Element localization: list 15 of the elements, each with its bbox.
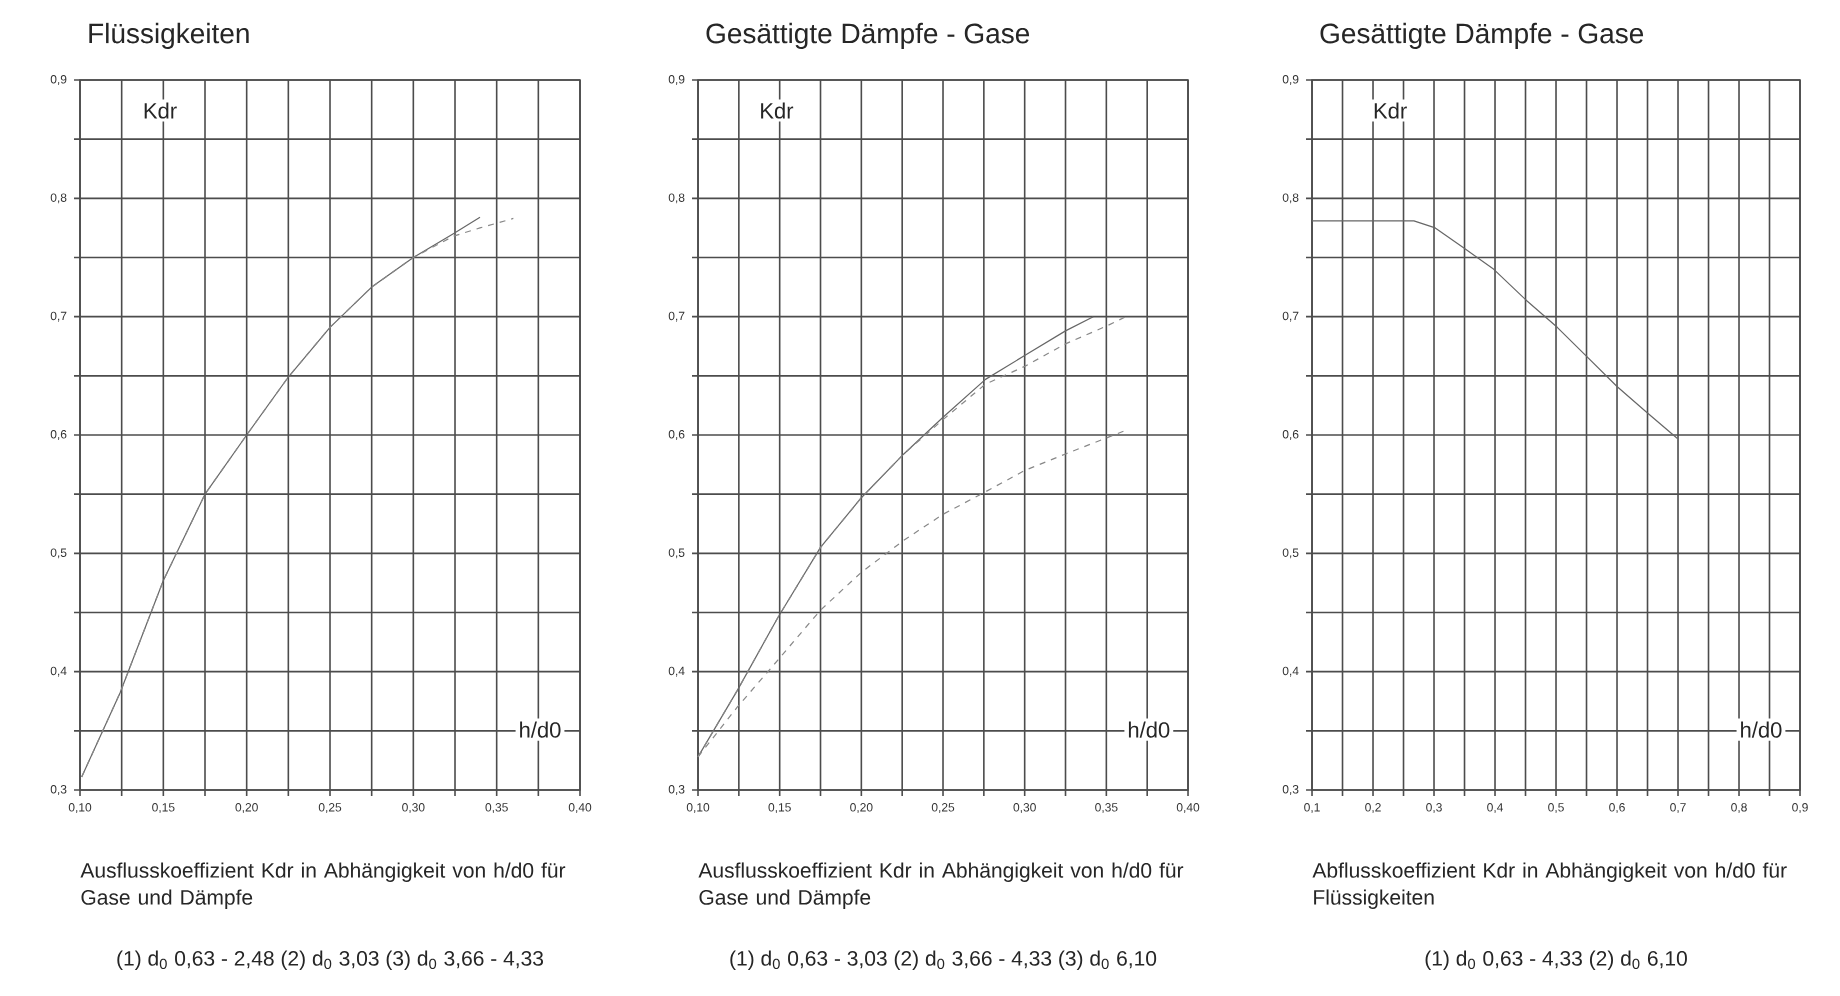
y-axis-title: Kdr xyxy=(1374,102,1407,119)
text: Abflusskoeffizient Kdr in Abhängigkeit von h/d0 für Flüssigkeiten xyxy=(1312,862,1787,909)
text: (1) d$_{0}$ 0,63 - 3,03 (2) d$_{0}$ 3,66 - 4,33 (3) d$_{0}$ 6,10 xyxy=(730,950,1157,970)
text: (1) d$_{0}$ 0,63 - 2,48 (2) d$_{0}$ 3,03 (3) d$_{0}$ 3,66 - 4,33 xyxy=(117,950,544,970)
text: Ausflusskoeffizient Kdr in Abhängigkeit von h/d0 für Gase und Dämpfe xyxy=(698,862,1184,909)
x-axis-title: h/d0 xyxy=(1741,721,1782,738)
text: Ausflusskoeffizient Kdr in Abhängigkeit von h/d0 für Gase und Dämpfe xyxy=(80,862,566,909)
y-axis-title: Kdr xyxy=(144,102,177,119)
x-axis-title: h/d0 xyxy=(1128,721,1170,738)
chart-title: Gesättigte Dämpfe - Gase xyxy=(1320,22,1644,49)
chart-title: Flüssigkeiten xyxy=(89,22,249,49)
text: (1) d$_{0}$ 0,63 - 4,33 (2) d$_{0}$ 6,10 xyxy=(1425,950,1687,970)
x-axis-title: h/d0 xyxy=(520,721,561,738)
chart-title: Gesättigte Dämpfe - Gase xyxy=(706,22,1030,49)
y-axis-title: Kdr xyxy=(761,102,794,119)
